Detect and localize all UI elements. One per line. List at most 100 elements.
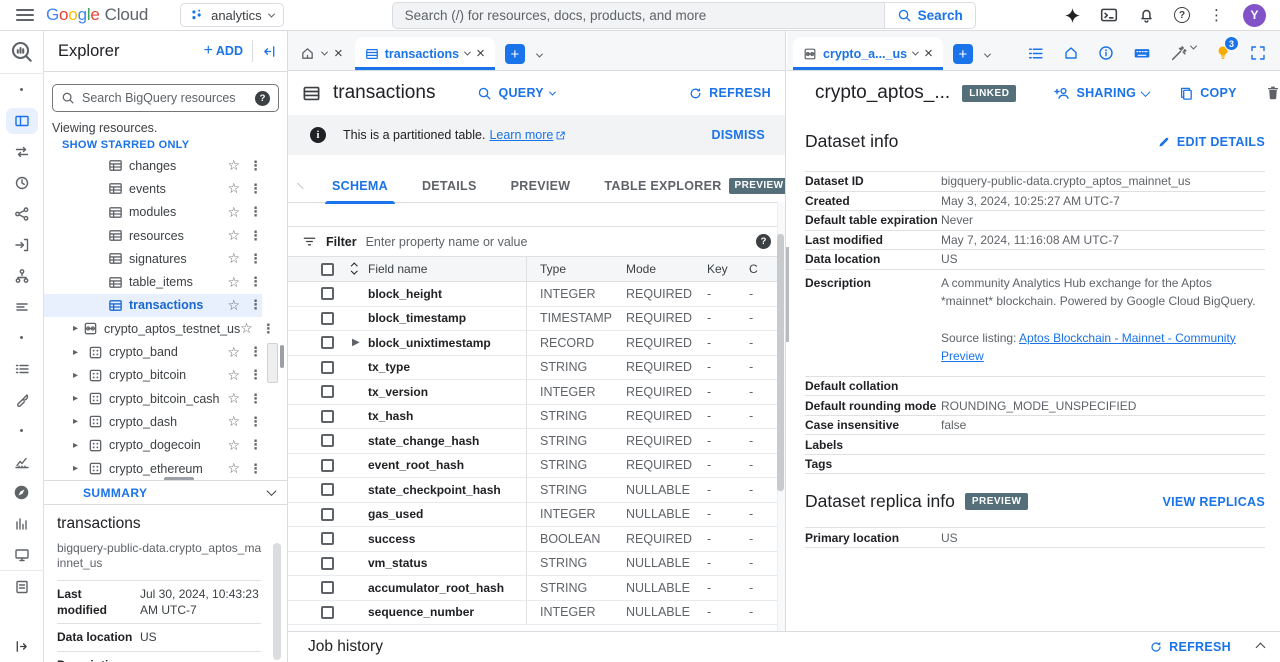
tree-item[interactable]: ▸ crypto_bitcoin ☆ ⋮	[44, 364, 262, 387]
new-tab-button[interactable]: +	[952, 44, 973, 64]
star-icon[interactable]: ☆	[227, 250, 240, 267]
gemini-sparkle-icon[interactable]	[1063, 6, 1081, 24]
tree-item[interactable]: ▸ events ☆ ⋮	[44, 177, 262, 200]
chevron-down-icon[interactable]	[535, 50, 543, 58]
equalizer-bars-icon[interactable]	[0, 508, 44, 539]
row-checkbox[interactable]	[321, 385, 334, 399]
row-checkbox[interactable]	[321, 287, 334, 301]
more-options-icon[interactable]: ⋮	[249, 180, 262, 196]
line-chart-icon[interactable]	[0, 446, 44, 477]
more-options-icon[interactable]: ⋮	[261, 320, 275, 336]
tree-item[interactable]: ▸ changes ☆ ⋮	[44, 154, 262, 177]
project-selector[interactable]: analytics	[180, 3, 284, 27]
panel-divider-handle[interactable]	[786, 247, 789, 342]
query-button[interactable]: QUERY	[477, 86, 556, 101]
learn-more-link[interactable]: Learn more	[489, 128, 566, 142]
search-input[interactable]	[404, 7, 872, 23]
expand-arrow-icon[interactable]: ▸	[73, 346, 79, 358]
more-options-icon[interactable]: ⋮	[249, 274, 262, 290]
view-tab[interactable]: TABLE EXPLORER PREVIEW	[587, 169, 785, 203]
star-icon[interactable]: ☆	[227, 413, 240, 430]
expand-record-icon[interactable]: ▶	[352, 337, 360, 349]
edit-details-button[interactable]: EDIT DETAILS	[1157, 135, 1265, 149]
view-tab[interactable]: DETAILS	[405, 169, 494, 203]
search-button[interactable]: Search	[883, 1, 976, 29]
explorer-search-input[interactable]	[82, 91, 248, 105]
tree-item[interactable]: ▸ table_items ☆ ⋮	[44, 270, 262, 293]
indented-list-icon[interactable]	[0, 353, 44, 384]
tree-item[interactable]: ▸ crypto_bitcoin_cash ☆ ⋮	[44, 387, 262, 410]
job-history-refresh-button[interactable]: REFRESH	[1149, 640, 1231, 654]
star-icon[interactable]: ☆	[227, 390, 240, 407]
schema-row[interactable]: ▶ block_unixtimestamp RECORD REQUIRED - …	[288, 331, 785, 356]
chevron-down-icon[interactable]	[266, 486, 277, 497]
summary-drag-handle[interactable]	[164, 477, 194, 481]
more-options-icon[interactable]: ⋮	[249, 227, 262, 243]
panel-scrollbar[interactable]	[280, 345, 284, 368]
add-data-button[interactable]: + ADD	[204, 42, 243, 60]
filter-input[interactable]	[365, 234, 747, 249]
row-checkbox[interactable]	[321, 605, 334, 619]
expand-arrow-icon[interactable]: ▸	[73, 323, 79, 335]
more-options-icon[interactable]: ⋮	[249, 367, 262, 383]
star-icon[interactable]: ☆	[227, 273, 240, 290]
schema-row[interactable]: ▶ accumulator_root_hash STRING NULLABLE …	[288, 576, 785, 601]
expand-arrow-icon[interactable]: ▸	[73, 369, 79, 381]
more-options-icon[interactable]: ⋮	[249, 297, 262, 313]
source-listing-link[interactable]: Aptos Blockchain - Mainnet - Community P…	[941, 330, 1236, 364]
expand-arrow-icon[interactable]: ▸	[73, 416, 79, 428]
row-checkbox[interactable]	[321, 581, 334, 595]
expand-arrow-icon[interactable]: ▸	[73, 439, 79, 451]
lightbulb-icon[interactable]: 3	[1215, 36, 1239, 61]
expand-panel-icon[interactable]	[0, 631, 44, 662]
star-icon[interactable]: ☆	[240, 320, 253, 337]
row-checkbox[interactable]	[321, 556, 334, 570]
lines-icon[interactable]	[0, 291, 44, 322]
row-checkbox[interactable]	[321, 507, 334, 521]
menu-icon[interactable]	[16, 8, 34, 22]
collapse-job-history-icon[interactable]	[1255, 642, 1266, 652]
summary-label[interactable]: SUMMARY	[83, 485, 148, 500]
tree-item[interactable]: ▸ modules ☆ ⋮	[44, 201, 262, 224]
expand-arrow-icon[interactable]: ▸	[73, 393, 79, 405]
row-checkbox[interactable]	[321, 311, 334, 325]
tree-scrollbar[interactable]	[267, 343, 278, 383]
row-checkbox[interactable]	[321, 336, 334, 350]
more-options-icon[interactable]: ⋮	[249, 204, 262, 220]
wrench-icon[interactable]	[0, 384, 44, 415]
row-checkbox[interactable]	[321, 434, 334, 448]
row-checkbox[interactable]	[321, 483, 334, 497]
note-icon[interactable]	[0, 571, 44, 602]
view-tab[interactable]: SCHEMA	[315, 169, 405, 204]
more-options-icon[interactable]: ⋮	[249, 157, 262, 173]
share-network-icon[interactable]	[0, 198, 44, 229]
schema-scrollbar-thumb[interactable]	[777, 234, 784, 491]
star-icon[interactable]: ☆	[227, 296, 240, 313]
tree-item[interactable]: ▸ signatures ☆ ⋮	[44, 247, 262, 270]
explorer-search-box[interactable]: ?	[52, 84, 279, 112]
delete-icon[interactable]	[1265, 85, 1280, 101]
star-icon[interactable]: ☆	[227, 157, 240, 174]
sharing-button[interactable]: SHARING	[1054, 85, 1151, 101]
sql-workspace-icon[interactable]	[0, 105, 44, 136]
search-help-icon[interactable]: ?	[255, 90, 270, 106]
star-icon[interactable]: ☆	[227, 436, 240, 453]
more-options-icon[interactable]: ⋮	[249, 413, 262, 429]
collapse-panel-icon[interactable]	[262, 44, 277, 59]
more-options-icon[interactable]: ⋮	[249, 437, 262, 453]
star-icon[interactable]: ☆	[227, 366, 240, 383]
tree-item[interactable]: ▸ transactions ☆ ⋮	[44, 293, 262, 318]
info-icon[interactable]	[1098, 45, 1114, 61]
tree-item[interactable]: ▸ crypto_band ☆ ⋮	[44, 340, 262, 363]
monitor-icon[interactable]	[0, 539, 44, 570]
data-transfers-icon[interactable]	[0, 136, 44, 167]
schema-row[interactable]: ▶ block_timestamp TIMESTAMP REQUIRED - -	[288, 306, 785, 331]
star-icon[interactable]: ☆	[227, 203, 240, 220]
migration-icon[interactable]	[0, 229, 44, 260]
schema-row[interactable]: ▶ tx_version INTEGER REQUIRED - -	[288, 380, 785, 405]
schema-row[interactable]: ▶ block_height INTEGER REQUIRED - -	[288, 282, 785, 307]
dataset-tab[interactable]: crypto_a..._us ×	[793, 37, 943, 70]
copy-button[interactable]: COPY	[1179, 86, 1237, 101]
schema-row[interactable]: ▶ success BOOLEAN REQUIRED - -	[288, 527, 785, 552]
tree-item[interactable]: ▸ crypto_ethereum ☆ ⋮	[44, 457, 262, 480]
